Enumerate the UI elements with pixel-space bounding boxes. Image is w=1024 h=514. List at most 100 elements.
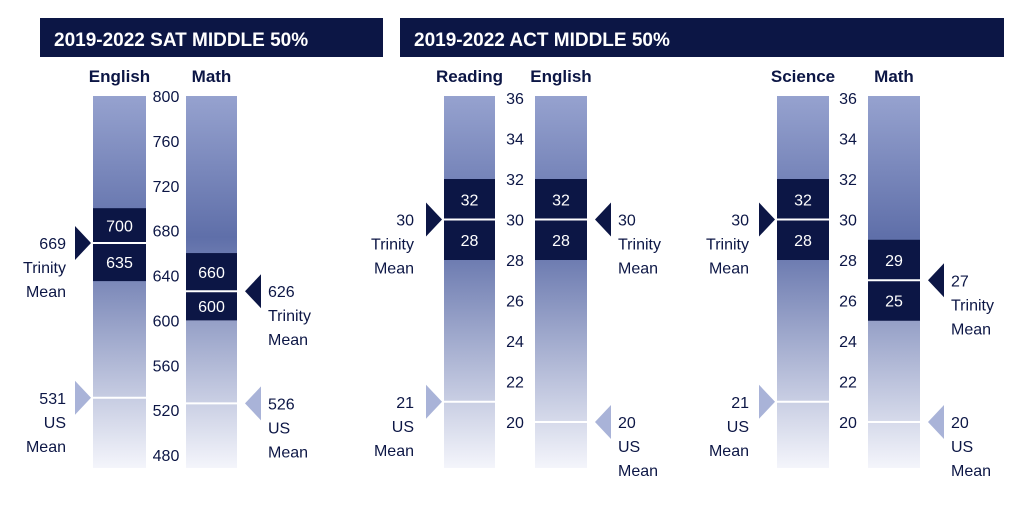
act-tick-right-6: 24	[839, 334, 857, 351]
sat-trinity-annotation-1-0: 626	[268, 284, 295, 301]
act-us-annotation-1-0: 20	[618, 415, 636, 432]
act-trinity-marker-0	[426, 202, 442, 237]
sat-tick-label-4: 640	[153, 269, 180, 286]
sat-us-annotation-1-0: 526	[268, 396, 295, 413]
act-low-label-2: 28	[794, 233, 812, 250]
act-trinity-annotation-2-0: 30	[731, 213, 749, 230]
sat-header-title: 2019-2022 SAT MIDDLE 50%	[54, 30, 308, 51]
act-us-annotation-2-1: US	[727, 419, 749, 436]
act-trinity-annotation-1-0: 30	[618, 213, 636, 230]
act-tick-right-0: 36	[839, 91, 857, 108]
sat-header-bar	[40, 18, 383, 57]
act-tick-left-6: 24	[506, 334, 524, 351]
act-high-label-0: 32	[461, 192, 479, 209]
act-us-marker-0	[426, 384, 442, 419]
sat-range-box-0	[93, 208, 146, 282]
act-bar-2	[777, 96, 829, 468]
act-tick-left-8: 20	[506, 415, 524, 432]
act-tick-right-2: 32	[839, 172, 857, 189]
sat-tick-label-7: 520	[153, 403, 180, 420]
act-col-label-0: Reading	[436, 67, 503, 86]
sat-high-label-0: 700	[106, 219, 133, 236]
act-tick-left-3: 30	[506, 213, 524, 230]
sat-tick-label-8: 480	[153, 448, 180, 465]
act-tick-left-7: 22	[506, 375, 524, 392]
act-us-annotation-3-0: 20	[951, 415, 969, 432]
act-high-label-3: 29	[885, 253, 903, 270]
sat-trinity-annotation-0-0: 669	[39, 236, 66, 253]
act-us-marker-2	[759, 384, 775, 419]
act-us-marker-1	[595, 405, 611, 439]
act-trinity-annotation-2-1: Trinity	[706, 237, 749, 254]
act-tick-right-7: 22	[839, 375, 857, 392]
act-trinity-annotation-2-2: Mean	[709, 261, 749, 278]
sat-us-marker-0	[75, 380, 91, 415]
sat-tick-label-1: 760	[153, 134, 180, 151]
act-trinity-marker-3	[928, 263, 944, 298]
act-us-annotation-1-2: Mean	[618, 463, 658, 480]
act-trinity-annotation-1-1: Trinity	[618, 237, 661, 254]
act-header-title: 2019-2022 ACT MIDDLE 50%	[414, 30, 670, 51]
act-trinity-annotation-0-0: 30	[396, 213, 414, 230]
sat-low-label-1: 600	[198, 299, 225, 316]
sat-us-annotation-1-2: Mean	[268, 444, 308, 461]
act-low-label-3: 25	[885, 294, 903, 311]
act-high-label-1: 32	[552, 192, 570, 209]
act-low-label-1: 28	[552, 233, 570, 250]
act-trinity-annotation-3-2: Mean	[951, 321, 991, 338]
plot-area: English 700 635 669 Trinity Mean 531 US Mean Math…	[23, 67, 994, 480]
sat-high-label-1: 660	[198, 265, 225, 282]
sat-us-annotation-0-2: Mean	[26, 439, 66, 456]
act-header-bar	[400, 18, 1004, 57]
act-trinity-marker-2	[759, 202, 775, 237]
act-tick-right-8: 20	[839, 415, 857, 432]
act-tick-left-2: 32	[506, 172, 524, 189]
act-tick-left-0: 36	[506, 91, 524, 108]
act-low-label-0: 28	[461, 233, 479, 250]
act-us-annotation-1-1: US	[618, 439, 640, 456]
sat-trinity-annotation-1-2: Mean	[268, 332, 308, 349]
sat-tick-label-3: 680	[153, 224, 180, 241]
act-us-annotation-0-2: Mean	[374, 443, 414, 460]
sat-range-box-1	[186, 253, 237, 321]
act-col-label-3: Math	[874, 67, 914, 86]
act-tick-left-5: 26	[506, 294, 524, 311]
sat-tick-label-6: 560	[153, 358, 180, 375]
sat-low-label-0: 635	[106, 255, 133, 272]
sat-trinity-annotation-0-2: Mean	[26, 284, 66, 301]
sat-col-label-0: English	[89, 67, 150, 86]
sat-us-annotation-0-1: US	[44, 415, 66, 432]
act-bar-1	[535, 96, 587, 468]
sat-us-marker-1	[245, 386, 261, 421]
act-trinity-annotation-1-2: Mean	[618, 261, 658, 278]
act-us-annotation-0-1: US	[392, 419, 414, 436]
sat-col-label-1: Math	[192, 67, 232, 86]
act-trinity-annotation-3-1: Trinity	[951, 297, 994, 314]
act-trinity-annotation-0-2: Mean	[374, 261, 414, 278]
act-us-annotation-2-2: Mean	[709, 443, 749, 460]
act-trinity-marker-1	[595, 202, 611, 237]
act-col-label-1: English	[530, 67, 591, 86]
sat-trinity-marker-1	[245, 274, 261, 309]
sat-us-annotation-0-0: 531	[39, 391, 66, 408]
act-trinity-annotation-3-0: 27	[951, 273, 969, 290]
act-us-annotation-0-0: 21	[396, 395, 414, 412]
act-high-label-2: 32	[794, 192, 812, 209]
act-us-marker-3	[928, 405, 944, 439]
act-tick-left-1: 34	[506, 132, 524, 149]
sat-bar-0	[93, 96, 146, 468]
sat-trinity-marker-0	[75, 225, 91, 260]
act-col-label-2: Science	[771, 67, 835, 86]
sat-us-annotation-1-1: US	[268, 420, 290, 437]
sat-trinity-annotation-0-1: Trinity	[23, 260, 66, 277]
act-tick-right-5: 26	[839, 294, 857, 311]
act-bar-0	[444, 96, 495, 468]
act-us-annotation-3-2: Mean	[951, 463, 991, 480]
act-us-annotation-2-0: 21	[731, 395, 749, 412]
act-tick-right-4: 28	[839, 253, 857, 270]
act-us-annotation-3-1: US	[951, 439, 973, 456]
act-tick-right-1: 34	[839, 132, 857, 149]
act-tick-left-4: 28	[506, 253, 524, 270]
sat-tick-label-2: 720	[153, 179, 180, 196]
